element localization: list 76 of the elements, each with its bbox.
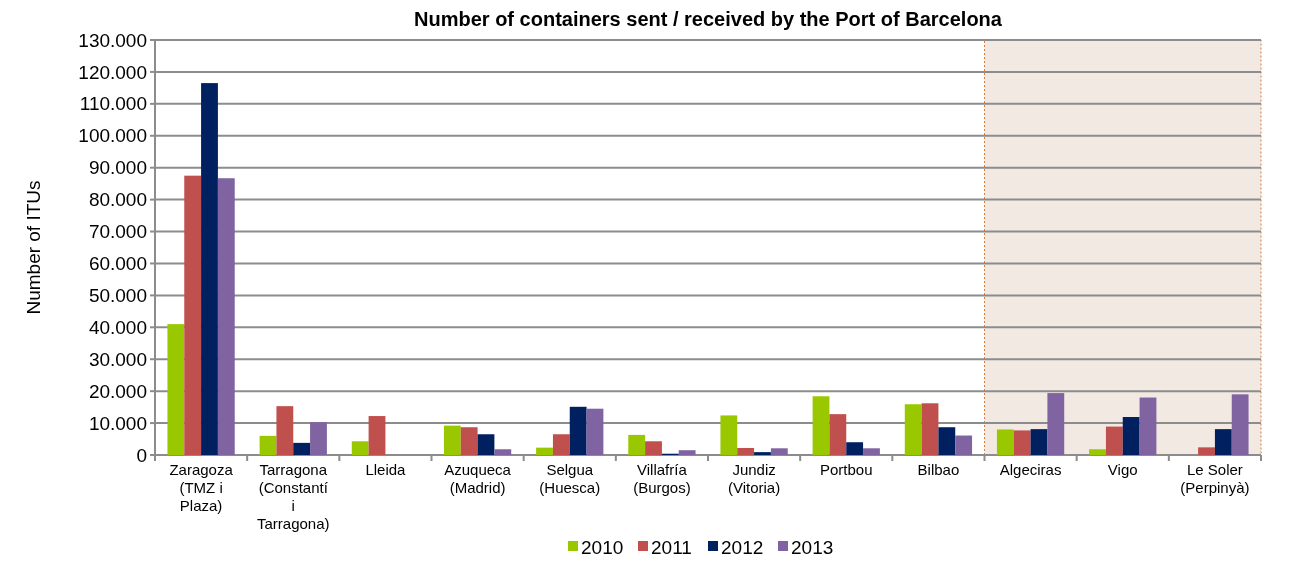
x-tick-label: Portbou <box>819 461 873 478</box>
bar <box>1089 449 1106 455</box>
bar <box>569 406 587 455</box>
bar <box>1214 429 1232 455</box>
y-tick-label: 50.000 <box>88 285 147 307</box>
x-tick-label: Algeciras <box>999 461 1062 478</box>
bar <box>846 442 864 455</box>
y-tick-label: 100.000 <box>78 125 147 147</box>
bar <box>678 450 696 455</box>
bar <box>720 415 738 455</box>
bar <box>1231 394 1249 455</box>
bar <box>812 396 830 455</box>
x-tick-label: Zaragoza (TMZ i Plaza) <box>169 461 234 514</box>
chart-title: Number of containers sent / received by the Port of Barcelona <box>414 8 1003 30</box>
x-tick-label: Jundiz (Vitoria) <box>727 461 781 496</box>
x-tick-label: Lleida <box>365 461 407 478</box>
x-tick-label: Selgua (Huesca) <box>539 461 601 496</box>
bar <box>1013 430 1031 455</box>
bar <box>443 425 461 455</box>
y-tick-label: 40.000 <box>88 316 147 338</box>
bar <box>938 427 956 455</box>
bar <box>201 83 218 455</box>
bar <box>737 447 755 455</box>
bar <box>829 414 847 455</box>
bar <box>1122 417 1140 455</box>
bar <box>310 422 327 455</box>
y-tick-label: 20.000 <box>88 380 147 402</box>
y-tick-label: 120.000 <box>78 61 147 83</box>
bar <box>259 435 277 455</box>
legend-label: 2013 <box>791 536 834 558</box>
bar <box>1198 447 1215 455</box>
x-tick-label: Azuqueca (Madrid) <box>444 461 512 496</box>
y-tick-label: 80.000 <box>88 189 147 211</box>
bar <box>460 427 478 455</box>
bar <box>1047 393 1065 455</box>
y-tick-label: 110.000 <box>79 93 147 115</box>
x-tick-label: Bilbao <box>917 461 960 478</box>
bar <box>351 441 369 455</box>
bar <box>1139 397 1157 455</box>
bar <box>1030 429 1048 455</box>
bar <box>217 178 235 455</box>
bar <box>770 448 788 455</box>
bar <box>904 404 922 455</box>
bar <box>184 175 202 455</box>
x-tick-label: Tarragona (Constantí i Tarragona) <box>256 461 330 532</box>
bar <box>955 435 973 455</box>
bar <box>645 441 662 455</box>
bar <box>276 406 294 455</box>
y-tick-label: 130.000 <box>78 29 147 51</box>
bar <box>863 448 880 455</box>
legend-label: 2012 <box>721 536 764 558</box>
bar <box>293 442 311 455</box>
y-tick-label: 60.000 <box>88 253 147 275</box>
x-tick-label: Vigo <box>1107 461 1138 478</box>
y-tick-label: 0 <box>136 444 147 466</box>
bar <box>552 434 570 455</box>
bar <box>368 416 386 455</box>
bar <box>921 403 939 455</box>
bar <box>628 434 646 455</box>
bar <box>494 449 512 455</box>
y-tick-label: 90.000 <box>88 157 147 179</box>
bar <box>477 434 495 455</box>
y-axis-title: Number of ITUs <box>23 180 44 315</box>
x-tick-label: Le Soler (Perpinyà) <box>1180 461 1250 496</box>
bar <box>586 408 604 455</box>
y-tick-label: 10.000 <box>88 412 147 434</box>
bar <box>167 324 185 455</box>
bar <box>536 447 553 455</box>
bar <box>1105 426 1123 455</box>
bar <box>996 429 1014 455</box>
legend-label: 2011 <box>651 536 692 558</box>
legend-label: 2010 <box>581 536 624 558</box>
y-tick-label: 30.000 <box>88 348 147 370</box>
bar <box>754 452 771 455</box>
x-tick-label: Villafría (Burgos) <box>633 461 691 496</box>
y-tick-label: 70.000 <box>88 221 147 243</box>
